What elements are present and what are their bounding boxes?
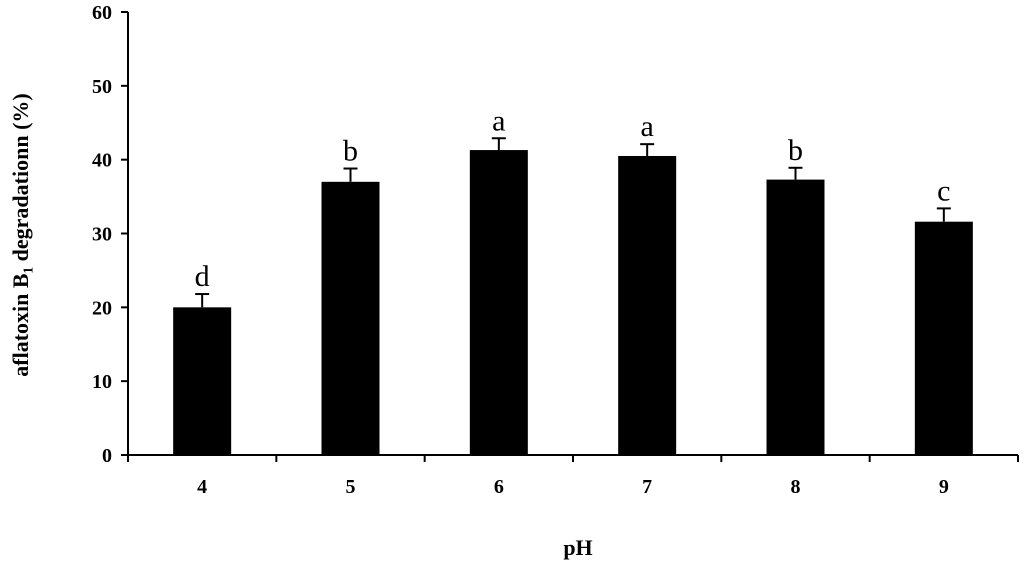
y-tick-label: 20 (92, 297, 112, 319)
y-axis-title: aflatoxin B₁ degradationn (%) (8, 93, 33, 376)
significance-label: a (641, 110, 654, 143)
bar (321, 181, 380, 456)
x-axis-title: pH (563, 535, 592, 560)
y-tick-label: 60 (92, 2, 112, 24)
y-tick-label: 10 (92, 371, 112, 393)
x-tick-label: 8 (791, 476, 801, 498)
x-tick-label: 7 (642, 476, 652, 498)
x-tick-label: 5 (346, 476, 356, 498)
x-tick-label: 9 (939, 476, 949, 498)
x-tick-label: 6 (494, 476, 504, 498)
bars: d b a a b c (173, 104, 973, 456)
y-tick-label: 50 (92, 76, 112, 98)
x-axis: 4 5 6 7 8 9 (127, 454, 1019, 498)
significance-label: b (788, 134, 803, 167)
significance-label: d (195, 260, 210, 293)
y-axis: 0 10 20 30 40 50 60 (92, 2, 129, 467)
bar (766, 179, 825, 455)
significance-label: a (492, 104, 505, 137)
y-tick-label: 30 (92, 224, 112, 246)
bar (914, 221, 973, 455)
x-tick-label: 4 (197, 476, 207, 498)
y-tick-label: 0 (102, 445, 112, 467)
y-tick-label: 40 (92, 150, 112, 172)
significance-label: c (937, 174, 950, 207)
bar (173, 307, 232, 455)
bar (469, 150, 528, 455)
significance-label: b (343, 135, 358, 168)
bar (618, 155, 677, 455)
